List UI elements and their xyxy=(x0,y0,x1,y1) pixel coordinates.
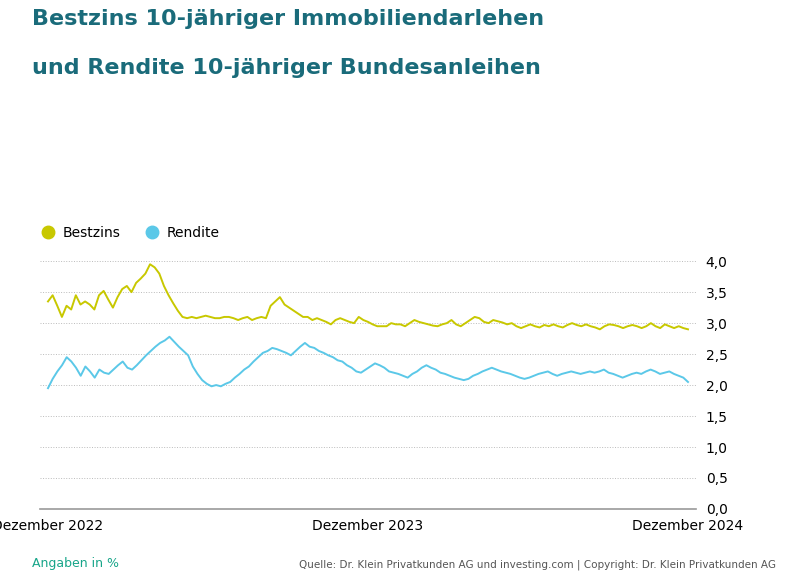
Text: Bestzins 10-jähriger Immobiliendarlehen: Bestzins 10-jähriger Immobiliendarlehen xyxy=(32,9,544,29)
Legend: Bestzins, Rendite: Bestzins, Rendite xyxy=(39,221,225,246)
Text: Quelle: Dr. Klein Privatkunden AG und investing.com | Copyright: Dr. Klein Priva: Quelle: Dr. Klein Privatkunden AG und in… xyxy=(299,560,776,570)
Text: Angaben in %: Angaben in % xyxy=(32,558,119,570)
Text: und Rendite 10-jähriger Bundesanleihen: und Rendite 10-jähriger Bundesanleihen xyxy=(32,58,541,78)
